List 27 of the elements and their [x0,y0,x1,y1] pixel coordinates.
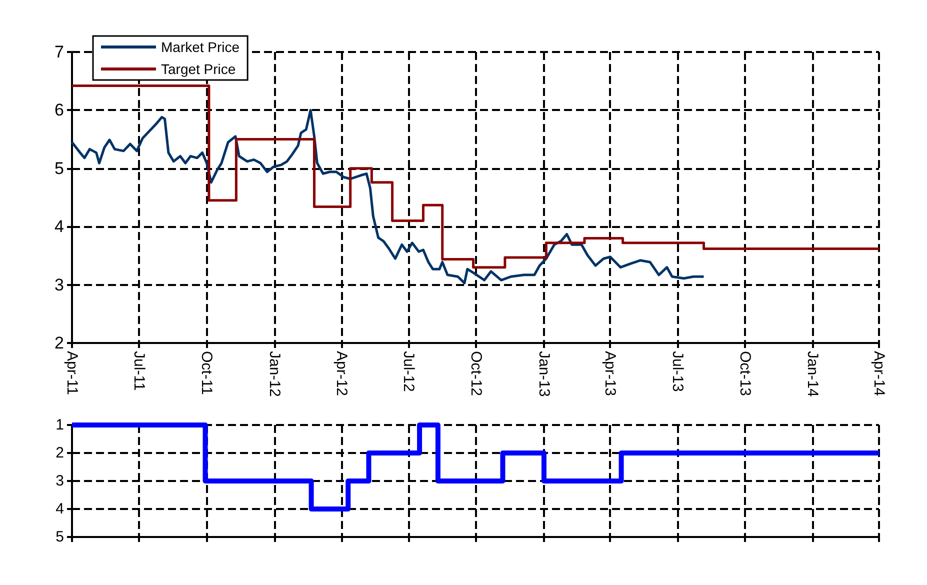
y-tick-label: 3 [54,275,64,294]
x-tick-label: Apr-14 [870,351,888,396]
legend-label: Market Price [161,39,240,55]
x-tick-label: Apr-11 [64,351,80,395]
x-tick-label: Jul-12 [400,351,417,392]
x-tick-label: Jan-13 [535,351,552,397]
x-tick-label: Jul-11 [130,351,148,391]
y-tick-label: 4 [54,217,64,236]
y-tick-label: 2 [54,334,64,352]
line-series [70,108,706,284]
legend-label: Target Price [161,61,236,77]
y-tick-label: 7 [54,42,64,62]
x-tick-label: Jan-14 [804,351,822,397]
x-tick-label: Apr-13 [602,351,619,396]
y-tick-label: 6 [54,100,64,120]
y-tick-label: 4 [56,500,64,518]
x-tick-label: Jan-12 [266,351,283,397]
y-tick-label: 3 [56,472,64,490]
x-tick-label: Oct-11 [198,351,216,395]
x-tick-label: Oct-12 [468,351,485,396]
x-tick-label: Oct-13 [736,351,754,396]
y-tick-label: 5 [54,158,64,178]
x-tick-label: Jul-13 [668,351,686,392]
y-tick-label: 5 [56,528,64,546]
y-tick-label: 1 [56,416,64,434]
y-tick-label: 2 [56,444,64,462]
x-tick-label: Apr-12 [332,351,350,396]
